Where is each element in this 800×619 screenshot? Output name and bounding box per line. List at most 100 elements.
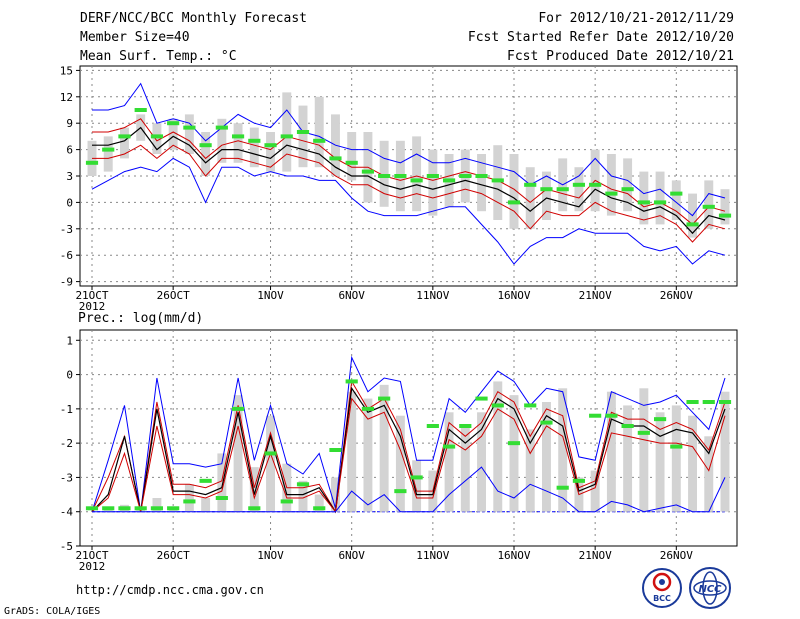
ncc-logo-text: NCC bbox=[698, 584, 722, 595]
precipitation-median-mark bbox=[410, 475, 423, 480]
precipitation-median-mark bbox=[264, 451, 277, 456]
temperature-median-mark bbox=[150, 134, 164, 139]
precipitation-spread-box bbox=[720, 391, 730, 512]
temperature-median-mark bbox=[475, 174, 488, 178]
temperature-median-mark bbox=[361, 169, 375, 174]
precipitation-spread-box bbox=[541, 402, 551, 512]
temperature-y-tick-label: 3 bbox=[66, 170, 73, 183]
precipitation-median-mark bbox=[118, 506, 131, 511]
precipitation-median-mark bbox=[329, 448, 342, 452]
precip-panel-label: Prec.: log(mm/d) bbox=[78, 311, 204, 326]
temperature-spread-box bbox=[184, 114, 194, 154]
precipitation-series-mean bbox=[91, 386, 726, 514]
bcc-logo: BCC bbox=[642, 568, 682, 608]
precipitation-x-tick-label: 6NOV bbox=[338, 549, 365, 562]
temperature-x-tick-label: 16NOV bbox=[497, 289, 530, 302]
precipitation-spread-box bbox=[606, 391, 616, 512]
precipitation-y-tick-label: -4 bbox=[60, 506, 74, 519]
precipitation-median-mark bbox=[215, 496, 228, 500]
temperature-spread-box bbox=[298, 105, 308, 168]
temperature-median-mark bbox=[102, 147, 115, 152]
precipitation-median-mark bbox=[605, 413, 618, 418]
precipitation-y-tick-label: -5 bbox=[60, 540, 73, 553]
temperature-median-mark bbox=[280, 134, 293, 139]
precipitation-spread-box bbox=[395, 415, 405, 512]
precipitation-x-tick-label: 1NOV bbox=[257, 549, 284, 562]
temperature-spread-box bbox=[509, 154, 519, 229]
temperature-median-mark bbox=[215, 125, 228, 130]
precipitation-x-tick-label: 11NOV bbox=[416, 549, 449, 562]
precipitation-median-mark bbox=[134, 506, 147, 511]
precipitation-median-mark bbox=[621, 424, 634, 428]
temperature-x-tick-label: 6NOV bbox=[338, 289, 365, 302]
temperature-x-year-label: 2012 bbox=[79, 300, 106, 313]
precipitation-y-tick-label: 1 bbox=[66, 334, 73, 347]
temperature-median-mark bbox=[394, 174, 407, 178]
temperature-median-mark bbox=[621, 187, 634, 192]
temperature-y-tick-label: 15 bbox=[60, 64, 73, 77]
temperature-median-mark bbox=[442, 178, 456, 183]
precipitation-median-mark bbox=[524, 403, 537, 408]
precipitation-median-mark bbox=[459, 424, 472, 428]
precipitation-x-tick-label: 21NOV bbox=[579, 549, 612, 562]
temperature-x-tick-label: 11NOV bbox=[416, 289, 449, 302]
precipitation-x-tick-label: 16NOV bbox=[497, 549, 530, 562]
chart-title: DERF/NCC/BCC Monthly Forecast bbox=[80, 11, 307, 26]
temperature-series-p10 bbox=[92, 144, 726, 243]
variable-label: Mean Surf. Temp.: °C bbox=[80, 49, 237, 64]
temperature-spread-box bbox=[314, 96, 324, 168]
temperature-median-mark bbox=[459, 174, 472, 178]
precipitation-spread-box bbox=[152, 498, 162, 512]
temperature-median-mark bbox=[85, 160, 99, 165]
temperature-series-mean bbox=[92, 126, 726, 235]
temperature-spread-box bbox=[606, 154, 616, 216]
temperature-median-mark bbox=[183, 125, 196, 130]
precipitation-median-mark bbox=[231, 406, 245, 411]
precipitation-spread-box bbox=[363, 398, 373, 512]
precipitation-spread-box bbox=[217, 453, 227, 512]
temperature-spread-box bbox=[412, 136, 422, 212]
temperature-median-mark bbox=[248, 138, 261, 143]
precipitation-frame bbox=[79, 329, 738, 547]
temperature-spread-box bbox=[574, 167, 584, 212]
precipitation-spread-box bbox=[184, 484, 194, 512]
temperature-median-mark bbox=[345, 160, 358, 165]
precipitation-median-mark bbox=[85, 506, 99, 511]
temperature-series-p90 bbox=[92, 118, 726, 226]
precipitation-median-mark bbox=[540, 420, 553, 425]
precipitation-spread-box bbox=[558, 388, 568, 512]
precipitation-median-mark bbox=[491, 403, 504, 408]
precipitation-series-min bbox=[92, 466, 726, 513]
precipitation-spread-box bbox=[655, 412, 665, 512]
temperature-x-tick-label: 1NOV bbox=[257, 289, 284, 302]
precipitation-median-mark bbox=[670, 444, 683, 449]
temperature-median-mark bbox=[264, 143, 277, 148]
temperature-spread-box bbox=[266, 132, 276, 172]
precipitation-median-mark bbox=[653, 417, 667, 422]
temperature-spread-box bbox=[379, 140, 389, 207]
precipitation-y-tick-label: -2 bbox=[60, 437, 73, 450]
precipitation-median-mark bbox=[345, 379, 358, 384]
precipitation-spread-box bbox=[379, 384, 389, 512]
member-size-label: Member Size=40 bbox=[80, 30, 190, 45]
temperature-median-mark bbox=[378, 174, 391, 178]
temperature-median-mark bbox=[329, 156, 342, 161]
temperature-spread-box bbox=[671, 180, 681, 220]
precipitation-x-tick-label: 26NOV bbox=[660, 549, 693, 562]
temperature-spread-box bbox=[249, 127, 259, 168]
precipitation-median-mark bbox=[248, 506, 261, 511]
temperature-spread-box bbox=[282, 92, 292, 172]
precipitation-spread-box bbox=[314, 494, 324, 512]
temperature-y-tick-label: -6 bbox=[60, 249, 73, 262]
precipitation-spread-box bbox=[298, 480, 308, 512]
precipitation-spread-box bbox=[525, 429, 535, 512]
precipitation-spread-box bbox=[460, 426, 470, 512]
temperature-median-mark bbox=[653, 200, 667, 205]
precipitation-median-mark bbox=[150, 506, 164, 511]
temperature-spread-box bbox=[655, 171, 665, 225]
precipitation-series-p90 bbox=[91, 379, 726, 514]
precipitation-spread-box bbox=[493, 381, 503, 512]
precipitation-spread-box bbox=[201, 498, 211, 512]
